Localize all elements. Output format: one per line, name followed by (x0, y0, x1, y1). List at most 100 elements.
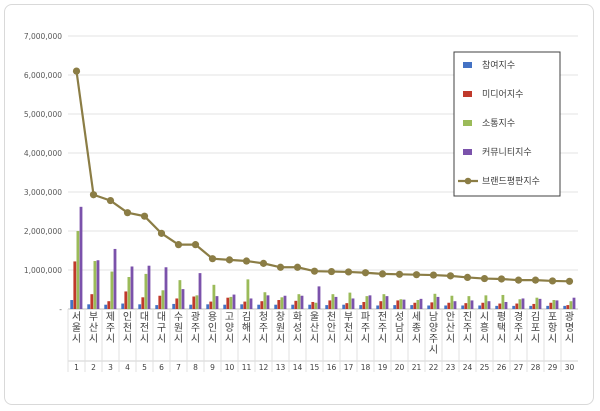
category-number: 30 (565, 363, 575, 372)
bar-1 (291, 304, 295, 309)
bar-4 (113, 248, 117, 309)
bar-4 (538, 298, 542, 309)
bar-2 (328, 300, 332, 309)
y-tick-label: - (59, 305, 62, 314)
trend-point (208, 255, 217, 263)
bar-4 (317, 286, 321, 309)
trend-point (191, 241, 200, 249)
bar-3 (280, 297, 284, 309)
category-number: 15 (310, 363, 320, 372)
bar-2 (226, 297, 230, 309)
bar-1 (155, 305, 159, 309)
bar-4 (181, 289, 185, 309)
category-number: 28 (531, 363, 541, 372)
legend-label: 소통지수 (482, 118, 515, 129)
bar-1 (138, 304, 142, 309)
bar-1 (325, 305, 329, 309)
bar-4 (453, 301, 457, 309)
bar-2 (192, 296, 196, 309)
category-number: 22 (429, 363, 439, 372)
bar-4 (334, 296, 338, 309)
category-number: 10 (225, 363, 235, 372)
bar-4 (266, 295, 270, 309)
bar-4 (555, 300, 559, 309)
bar-1 (359, 305, 363, 309)
bar-2 (447, 302, 451, 309)
category-number: 6 (159, 363, 164, 372)
y-tick-label: 6,000,000 (24, 71, 62, 80)
bar-4 (368, 295, 372, 309)
bar-4 (198, 273, 202, 309)
bar-2 (464, 303, 468, 309)
legend-swatch (463, 149, 472, 155)
bar-2 (90, 294, 94, 309)
trend-point (106, 196, 115, 205)
trend-point (565, 277, 574, 285)
bar-3 (297, 294, 301, 309)
category-number: 13 (276, 363, 286, 372)
y-tick-label: 1,000,000 (24, 266, 62, 275)
bar-3 (263, 292, 267, 309)
legend-swatch (463, 120, 472, 126)
trend-point (310, 267, 319, 275)
bar-1 (274, 304, 278, 309)
bar-1 (393, 305, 397, 309)
bar-4 (130, 266, 134, 309)
bar-1 (461, 305, 465, 309)
bar-4 (419, 298, 423, 309)
category-number: 12 (259, 363, 269, 372)
bar-4 (521, 298, 525, 309)
category-number: 26 (497, 363, 507, 372)
bar-4 (487, 301, 491, 309)
legend-marker (464, 177, 472, 185)
trend-point (480, 274, 489, 283)
trend-line (72, 67, 574, 285)
trend-point (344, 268, 353, 276)
category-number: 1 (74, 363, 79, 372)
bar-1 (529, 305, 533, 309)
bar-1 (563, 305, 567, 309)
category-number: 5 (142, 363, 147, 372)
bar-1 (240, 304, 244, 309)
y-tick-label: 2,000,000 (24, 227, 62, 236)
bar-1 (189, 304, 193, 309)
bar-2 (277, 300, 281, 309)
bar-3 (76, 231, 80, 309)
bar-3 (144, 273, 148, 309)
trend-point (123, 209, 132, 217)
category-number: 25 (480, 363, 490, 372)
trend-point (259, 259, 268, 267)
trend-point (174, 241, 183, 249)
trend-point (327, 267, 336, 276)
y-tick-label: 7,000,000 (24, 32, 62, 41)
legend-swatch (463, 91, 472, 97)
bar-2 (379, 301, 383, 309)
bar-1 (512, 305, 516, 309)
trend-point (548, 277, 557, 285)
bar-1 (546, 305, 550, 309)
bar-2 (396, 300, 400, 309)
bar-3 (569, 301, 573, 309)
category-number: 18 (361, 363, 371, 372)
bar-2 (549, 302, 553, 309)
bar-4 (300, 295, 304, 309)
bar-3 (110, 271, 114, 309)
category-number: 8 (193, 363, 198, 372)
